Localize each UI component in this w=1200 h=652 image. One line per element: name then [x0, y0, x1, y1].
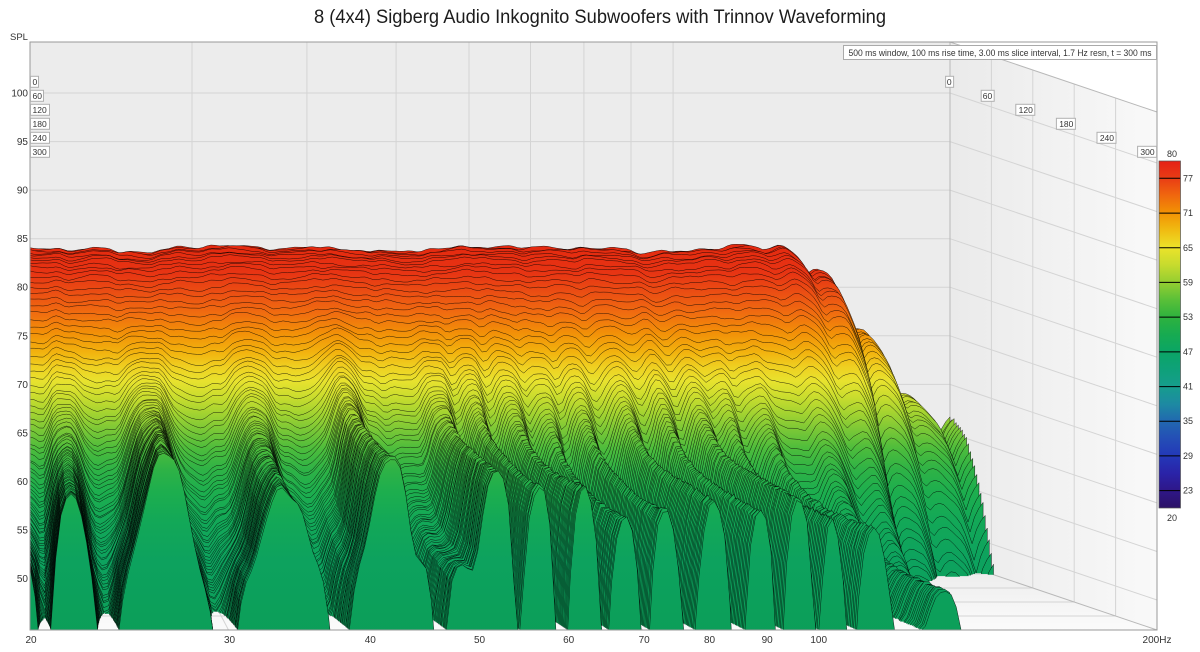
svg-text:240: 240: [1100, 133, 1114, 143]
svg-text:59: 59: [1183, 277, 1193, 287]
svg-text:80: 80: [704, 635, 716, 646]
svg-text:80: 80: [17, 283, 29, 294]
svg-text:100: 100: [11, 89, 28, 100]
svg-text:100: 100: [810, 635, 827, 646]
svg-text:70: 70: [17, 380, 29, 391]
svg-text:180: 180: [33, 119, 47, 129]
svg-text:80: 80: [1167, 149, 1177, 159]
svg-text:200Hz: 200Hz: [1143, 635, 1172, 646]
svg-text:71: 71: [1183, 208, 1193, 218]
svg-text:120: 120: [1019, 105, 1033, 115]
svg-text:90: 90: [762, 635, 774, 646]
svg-text:240: 240: [33, 133, 47, 143]
svg-text:60: 60: [33, 91, 43, 101]
svg-text:35: 35: [1183, 416, 1193, 426]
svg-text:85: 85: [17, 234, 29, 245]
svg-text:95: 95: [17, 137, 29, 148]
svg-text:55: 55: [17, 526, 29, 537]
svg-text:60: 60: [563, 635, 575, 646]
svg-text:8 (4x4) Sigberg Audio Inkognit: 8 (4x4) Sigberg Audio Inkognito Subwoofe…: [314, 6, 886, 28]
svg-text:70: 70: [639, 635, 651, 646]
svg-text:20: 20: [1167, 513, 1177, 523]
svg-text:40: 40: [365, 635, 377, 646]
svg-text:50: 50: [474, 635, 486, 646]
svg-text:500 ms window, 100 ms rise tim: 500 ms window, 100 ms rise time, 3.00 ms…: [849, 48, 1152, 59]
svg-text:77: 77: [1183, 173, 1193, 183]
svg-text:75: 75: [17, 331, 29, 342]
svg-text:65: 65: [17, 428, 29, 439]
svg-text:0: 0: [33, 77, 38, 87]
svg-text:50: 50: [17, 574, 29, 585]
svg-text:60: 60: [17, 477, 29, 488]
svg-text:41: 41: [1183, 382, 1193, 392]
svg-text:53: 53: [1183, 312, 1193, 322]
svg-text:300: 300: [1140, 147, 1154, 157]
svg-text:20: 20: [25, 635, 37, 646]
svg-text:30: 30: [224, 635, 236, 646]
svg-text:0: 0: [947, 77, 952, 87]
svg-text:300: 300: [33, 147, 47, 157]
svg-text:SPL: SPL: [10, 32, 28, 43]
svg-text:47: 47: [1183, 347, 1193, 357]
svg-text:180: 180: [1059, 119, 1073, 129]
svg-text:60: 60: [983, 91, 993, 101]
svg-text:23: 23: [1183, 486, 1193, 496]
svg-text:29: 29: [1183, 451, 1193, 461]
svg-text:90: 90: [17, 186, 29, 197]
svg-text:120: 120: [33, 105, 47, 115]
svg-text:65: 65: [1183, 243, 1193, 253]
